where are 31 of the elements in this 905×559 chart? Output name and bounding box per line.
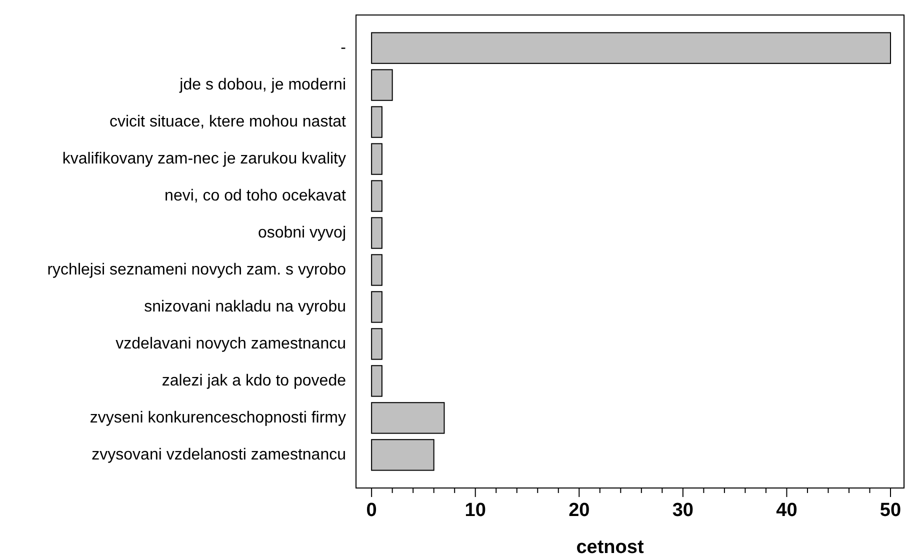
y-tick-label: nevi, co od toho ocekavat [164, 188, 347, 205]
x-tick-label: 50 [880, 500, 902, 521]
y-tick-label: zvysovani vzdelanosti zamestnancu [92, 446, 346, 464]
x-tick-label: 0 [366, 500, 377, 521]
bar [371, 217, 382, 249]
bar [371, 402, 445, 434]
y-tick-label: rychlejsi seznameni novych zam. s vyrobo [47, 261, 346, 278]
y-tick-label: - [340, 40, 346, 57]
x-tick-label: 20 [568, 500, 590, 521]
y-tick-label: vzdelavani novych zamestnancu [116, 335, 346, 352]
y-tick-label: jde s dobou, je moderni [178, 76, 346, 94]
y-tick-label: osobni vyvoj [258, 224, 346, 242]
y-tick-label: zvyseni konkurenceschopnosti firmy [90, 409, 346, 426]
y-tick-label: zalezi jak a kdo to povede [162, 372, 346, 390]
bar [371, 328, 382, 360]
x-axis-title: cetnost [576, 537, 644, 558]
bar [371, 291, 382, 323]
bar [371, 143, 382, 175]
x-tick-label: 10 [464, 500, 486, 521]
y-tick-label: kvalifikovany zam-nec je zarukou kvality [62, 150, 346, 168]
bar [371, 180, 382, 212]
bar [371, 69, 393, 101]
y-tick-label: cvicit situace, ktere mohou nastat [109, 114, 347, 131]
bar [371, 439, 434, 471]
bar [371, 32, 892, 64]
x-tick-label: 40 [776, 500, 798, 521]
y-tick-label: snizovani nakladu na vyrobu [144, 298, 346, 316]
bar [371, 365, 382, 397]
bar [371, 106, 382, 138]
bar [371, 254, 382, 286]
x-tick-label: 30 [672, 500, 694, 521]
